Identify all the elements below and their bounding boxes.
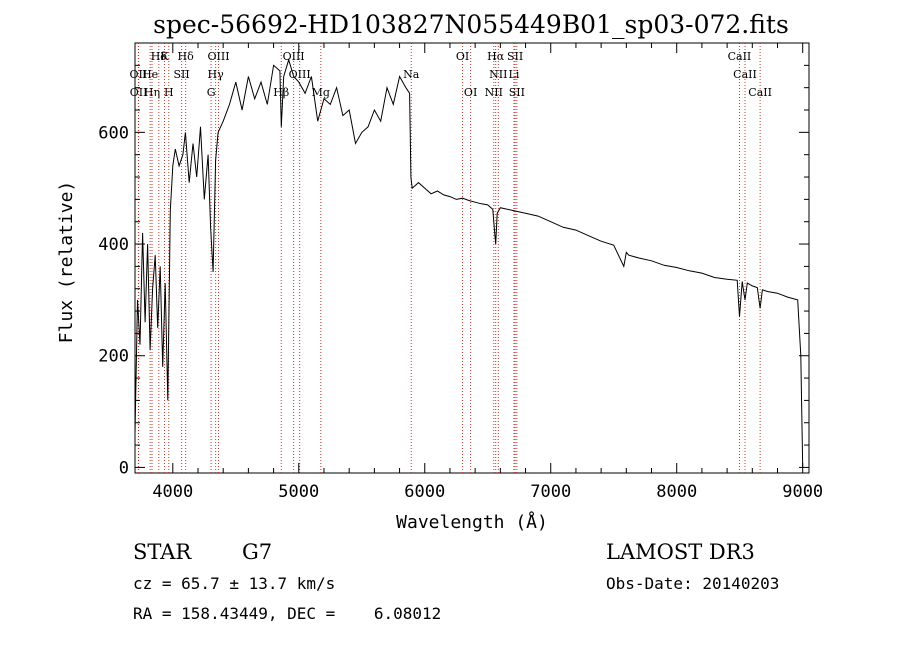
spectral-line-label: CaII <box>728 50 752 63</box>
chart-title: spec-56692-HD103827N055449B01_sp03-072.f… <box>153 10 789 39</box>
spectral-line-label: Hβ <box>273 86 289 99</box>
spectral-line-label: Hη <box>144 86 160 99</box>
spectral-line-label: Mg <box>312 86 330 99</box>
spectral-line-label: H <box>164 86 174 99</box>
x-axis-ticks: 4000 5000 6000 7000 8000 9000 <box>152 43 823 502</box>
spectral-line-label: OI <box>464 86 477 99</box>
spectral-line-label: CaII <box>733 68 757 81</box>
x-tick-label: 6000 <box>404 482 445 502</box>
spectral-line-label: OIII <box>207 50 229 63</box>
spectral-line-label: He <box>142 68 158 81</box>
class-label: STAR <box>133 540 192 564</box>
y-axis-ticks: 0 200 400 600 <box>98 64 809 478</box>
x-tick-label: 7000 <box>530 482 571 502</box>
spectral-line-label: Hδ <box>151 50 168 63</box>
spectral-line-label: OI <box>456 50 469 63</box>
spectral-line-label: SII <box>173 68 189 81</box>
cz-label: cz = 65.7 ± 13.7 km/s <box>133 574 335 593</box>
x-tick-label: 8000 <box>656 482 697 502</box>
spectral-line-label: SII <box>509 86 525 99</box>
x-axis-label: Wavelength (Å) <box>396 511 548 533</box>
spectral-line-label: OIII <box>283 50 305 63</box>
spectral-line-label: OII <box>130 86 148 99</box>
y-tick-label: 600 <box>98 123 129 143</box>
spectral-line-label: CaII <box>748 86 772 99</box>
spectral-line-label: NII <box>485 86 503 99</box>
spectral-line-label: Hδ <box>178 50 195 63</box>
spectral-line-label: G <box>207 86 216 99</box>
x-tick-label: 9000 <box>782 482 823 502</box>
subclass-label: G7 <box>242 540 272 564</box>
spectral-line-label: NII <box>489 68 507 81</box>
spectral-line-label: K <box>160 50 169 63</box>
obs-date-label: Obs-Date: 20140203 <box>606 574 779 593</box>
y-tick-label: 400 <box>98 235 129 255</box>
spectral-line-label: Na <box>403 68 420 81</box>
survey-label: LAMOST DR3 <box>606 540 755 564</box>
spectral-line-label: Hγ <box>208 68 225 81</box>
spectral-line-label: SII <box>507 50 523 63</box>
spectral-line-markers <box>137 43 761 473</box>
plot-frame <box>134 42 810 474</box>
spectral-line-label: OII <box>130 68 148 81</box>
y-tick-label: 0 <box>119 458 129 478</box>
y-tick-label: 200 <box>98 347 129 367</box>
x-tick-label: 5000 <box>278 482 319 502</box>
spectrum-series-line <box>134 58 804 468</box>
spectral-line-label: Hα <box>487 50 505 63</box>
spectral-line-label: OIII <box>289 68 311 81</box>
radec-label: RA = 158.43449, DEC = 6.08012 <box>133 604 441 623</box>
spectral-line-label: Li <box>509 68 520 81</box>
y-axis-label: Flux (relative) <box>56 181 77 344</box>
x-tick-label: 4000 <box>152 482 193 502</box>
